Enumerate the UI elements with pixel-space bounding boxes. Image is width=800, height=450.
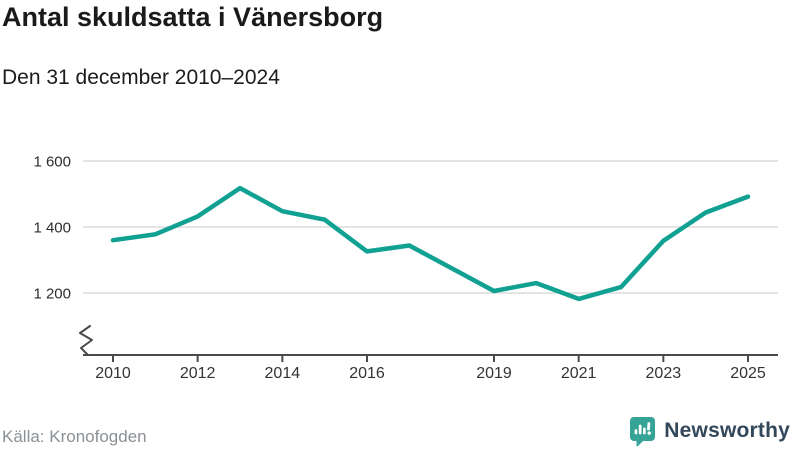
source-credit: Källa: Kronofogden: [2, 427, 147, 446]
newsworthy-logo: Newsworthy: [629, 415, 790, 447]
x-axis-tick-label: 2014: [265, 365, 301, 382]
y-axis-tick-label: 1 400: [33, 220, 71, 237]
x-axis-tick-label: 2016: [349, 365, 385, 382]
x-axis-tick-label: 2010: [95, 365, 131, 382]
newsworthy-logo-text: Newsworthy: [664, 419, 790, 442]
x-axis-tick-label: 2025: [730, 365, 766, 382]
x-axis-tick-label: 2023: [646, 365, 682, 382]
page-title: Antal skuldsatta i Vänersborg: [2, 2, 384, 32]
newsworthy-logo-icon: [630, 416, 656, 446]
axis-break-icon: [79, 325, 93, 356]
data-line: [110, 185, 751, 302]
line-chart: 1 600 1 400 1 200 2010 2012 2014 2016 2019 2021 2…: [0, 140, 800, 400]
x-axis-tick-label: 2019: [476, 365, 512, 382]
x-axis-tick-label: 2021: [561, 365, 597, 382]
page-subtitle: Den 31 december 2010–2024: [2, 66, 280, 89]
line-chart-svg: 1 600 1 400 1 200 2010 2012 2014 2016 2019 2021 2…: [33, 154, 778, 382]
y-axis-tick-label: 1 600: [33, 154, 71, 171]
y-axis-tick-label: 1 200: [33, 286, 71, 303]
x-axis-tick-label: 2012: [180, 365, 216, 382]
